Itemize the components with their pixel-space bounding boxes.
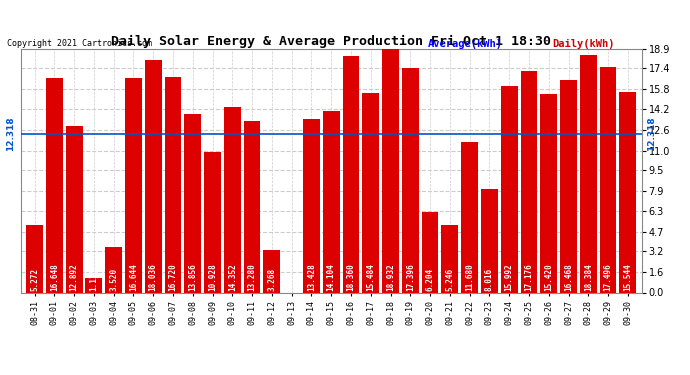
Text: 18.036: 18.036 (149, 263, 158, 291)
Text: 15.544: 15.544 (623, 263, 632, 291)
Bar (184, 114, 201, 292)
Bar (303, 119, 320, 292)
Text: 13.856: 13.856 (188, 263, 197, 291)
Text: 17.496: 17.496 (604, 263, 613, 291)
Bar (224, 107, 241, 292)
Bar (540, 94, 557, 292)
Text: 11.680: 11.680 (465, 263, 474, 291)
Bar (125, 78, 142, 292)
Text: 17.396: 17.396 (406, 263, 415, 291)
Bar (442, 225, 458, 292)
Text: 16.468: 16.468 (564, 263, 573, 291)
Bar (520, 71, 538, 292)
Bar (382, 48, 399, 292)
Bar (600, 67, 616, 292)
Bar (560, 80, 577, 292)
Bar (46, 78, 63, 292)
Bar (461, 142, 478, 292)
Bar (323, 111, 339, 292)
Text: 1.116: 1.116 (90, 267, 99, 291)
Bar (66, 126, 83, 292)
Text: 12.318: 12.318 (647, 116, 656, 151)
Text: 14.104: 14.104 (326, 263, 336, 291)
Text: Copyright 2021 Cartronics.com: Copyright 2021 Cartronics.com (7, 39, 152, 48)
Text: 12.318: 12.318 (6, 116, 15, 151)
Text: 3.520: 3.520 (109, 267, 118, 291)
Text: 8.016: 8.016 (485, 267, 494, 291)
Bar (204, 152, 221, 292)
Text: 16.720: 16.720 (168, 263, 177, 291)
Text: Daily(kWh): Daily(kWh) (552, 39, 615, 50)
Text: 15.420: 15.420 (544, 263, 553, 291)
Bar (165, 77, 181, 292)
Text: Average(kWh): Average(kWh) (428, 39, 503, 50)
Bar (481, 189, 497, 292)
Text: 14.352: 14.352 (228, 263, 237, 291)
Bar (264, 251, 280, 292)
Bar (402, 68, 419, 292)
Bar (501, 86, 518, 292)
Text: 16.644: 16.644 (129, 263, 138, 291)
Bar (580, 56, 597, 292)
Text: 15.992: 15.992 (504, 263, 513, 291)
Bar (422, 213, 438, 292)
Text: 13.280: 13.280 (248, 263, 257, 291)
Bar (342, 56, 359, 292)
Text: 18.932: 18.932 (386, 263, 395, 291)
Text: 5.246: 5.246 (445, 267, 454, 291)
Bar (145, 60, 161, 292)
Bar (86, 278, 102, 292)
Bar (362, 93, 380, 292)
Bar (244, 121, 261, 292)
Text: 12.892: 12.892 (70, 263, 79, 291)
Bar (26, 225, 43, 292)
Text: 17.176: 17.176 (524, 263, 533, 291)
Text: 15.484: 15.484 (366, 263, 375, 291)
Text: 3.268: 3.268 (267, 267, 277, 291)
Text: 13.428: 13.428 (307, 263, 316, 291)
Title: Daily Solar Energy & Average Production Fri Oct 1 18:30: Daily Solar Energy & Average Production … (111, 34, 551, 48)
Text: 18.384: 18.384 (584, 263, 593, 291)
Text: 10.928: 10.928 (208, 263, 217, 291)
Bar (106, 247, 122, 292)
Text: 18.360: 18.360 (346, 263, 355, 291)
Text: 5.272: 5.272 (30, 267, 39, 291)
Text: 6.204: 6.204 (426, 267, 435, 291)
Bar (620, 92, 636, 292)
Text: 16.648: 16.648 (50, 263, 59, 291)
